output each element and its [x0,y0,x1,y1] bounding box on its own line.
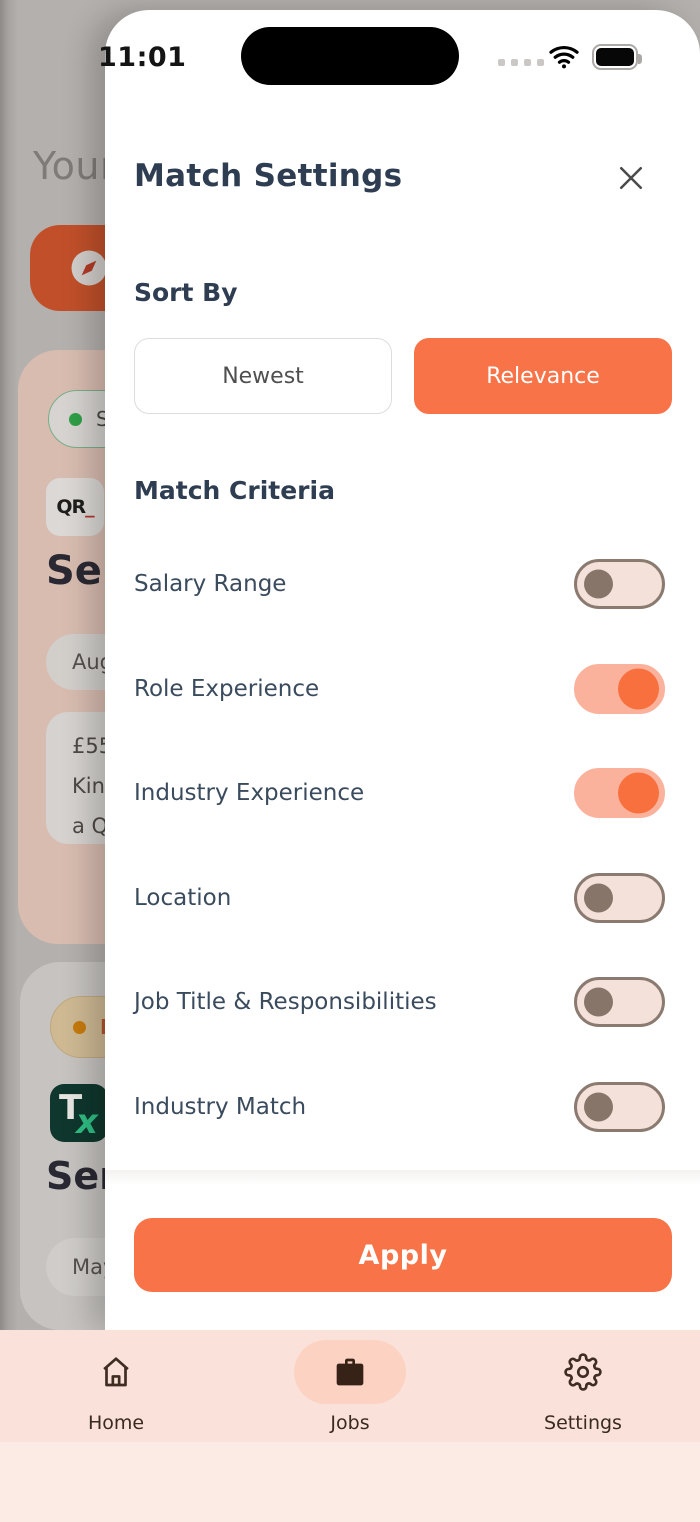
sort-option-relevance[interactable]: Relevance [414,338,672,414]
criteria-row: Industry Match [105,1055,700,1160]
criteria-row: Job Title & Responsibilities [105,950,700,1055]
briefcase-icon [294,1340,406,1404]
toggle-job-title-responsibilities[interactable] [574,977,665,1028]
sort-options: Newest Relevance [134,338,672,414]
match-settings-sheet: Match Settings Sort By Newest Relevance … [105,10,700,1330]
gear-icon [527,1340,639,1404]
sort-by-heading: Sort By [134,278,238,307]
criteria-list: Salary Range Role Experience Industry Ex… [105,532,700,1159]
orange-dot-icon [73,1020,86,1034]
criteria-row: Industry Experience [105,741,700,846]
toggle-salary-range[interactable] [574,559,665,610]
toggle-location[interactable] [574,872,665,923]
apply-button[interactable]: Apply [134,1218,672,1292]
toggle-knob [618,668,659,710]
toggle-role-experience[interactable] [574,663,665,714]
nav-item-settings[interactable]: Settings [503,1330,663,1442]
company-logo-tx: T x [50,1084,108,1142]
toggle-knob [584,1092,613,1122]
criteria-row: Role Experience [105,637,700,742]
criteria-row: Salary Range [105,532,700,637]
toggle-knob [584,569,613,599]
toggle-knob [584,987,613,1017]
close-icon[interactable] [613,160,651,198]
bottom-nav-bar: Home Jobs Settings [0,1330,700,1442]
criteria-row: Location [105,846,700,951]
toggle-knob [584,883,613,913]
toggle-industry-match[interactable] [574,1081,665,1132]
toggle-knob [618,772,659,814]
compass-icon [71,250,107,286]
toggle-industry-experience[interactable] [574,768,665,819]
nav-item-home[interactable]: Home [36,1330,196,1442]
sort-option-newest[interactable]: Newest [134,338,392,414]
match-criteria-heading: Match Criteria [134,476,335,505]
sheet-footer: Apply [105,1170,700,1330]
bottom-nav: Home Jobs Settings [0,1330,700,1522]
background-page-title: Your [33,144,117,188]
company-logo-qr: QR _ [46,478,104,536]
sheet-title: Match Settings [134,158,403,194]
green-dot-icon [69,412,82,426]
nav-item-jobs[interactable]: Jobs [270,1330,430,1442]
home-icon [60,1340,172,1404]
